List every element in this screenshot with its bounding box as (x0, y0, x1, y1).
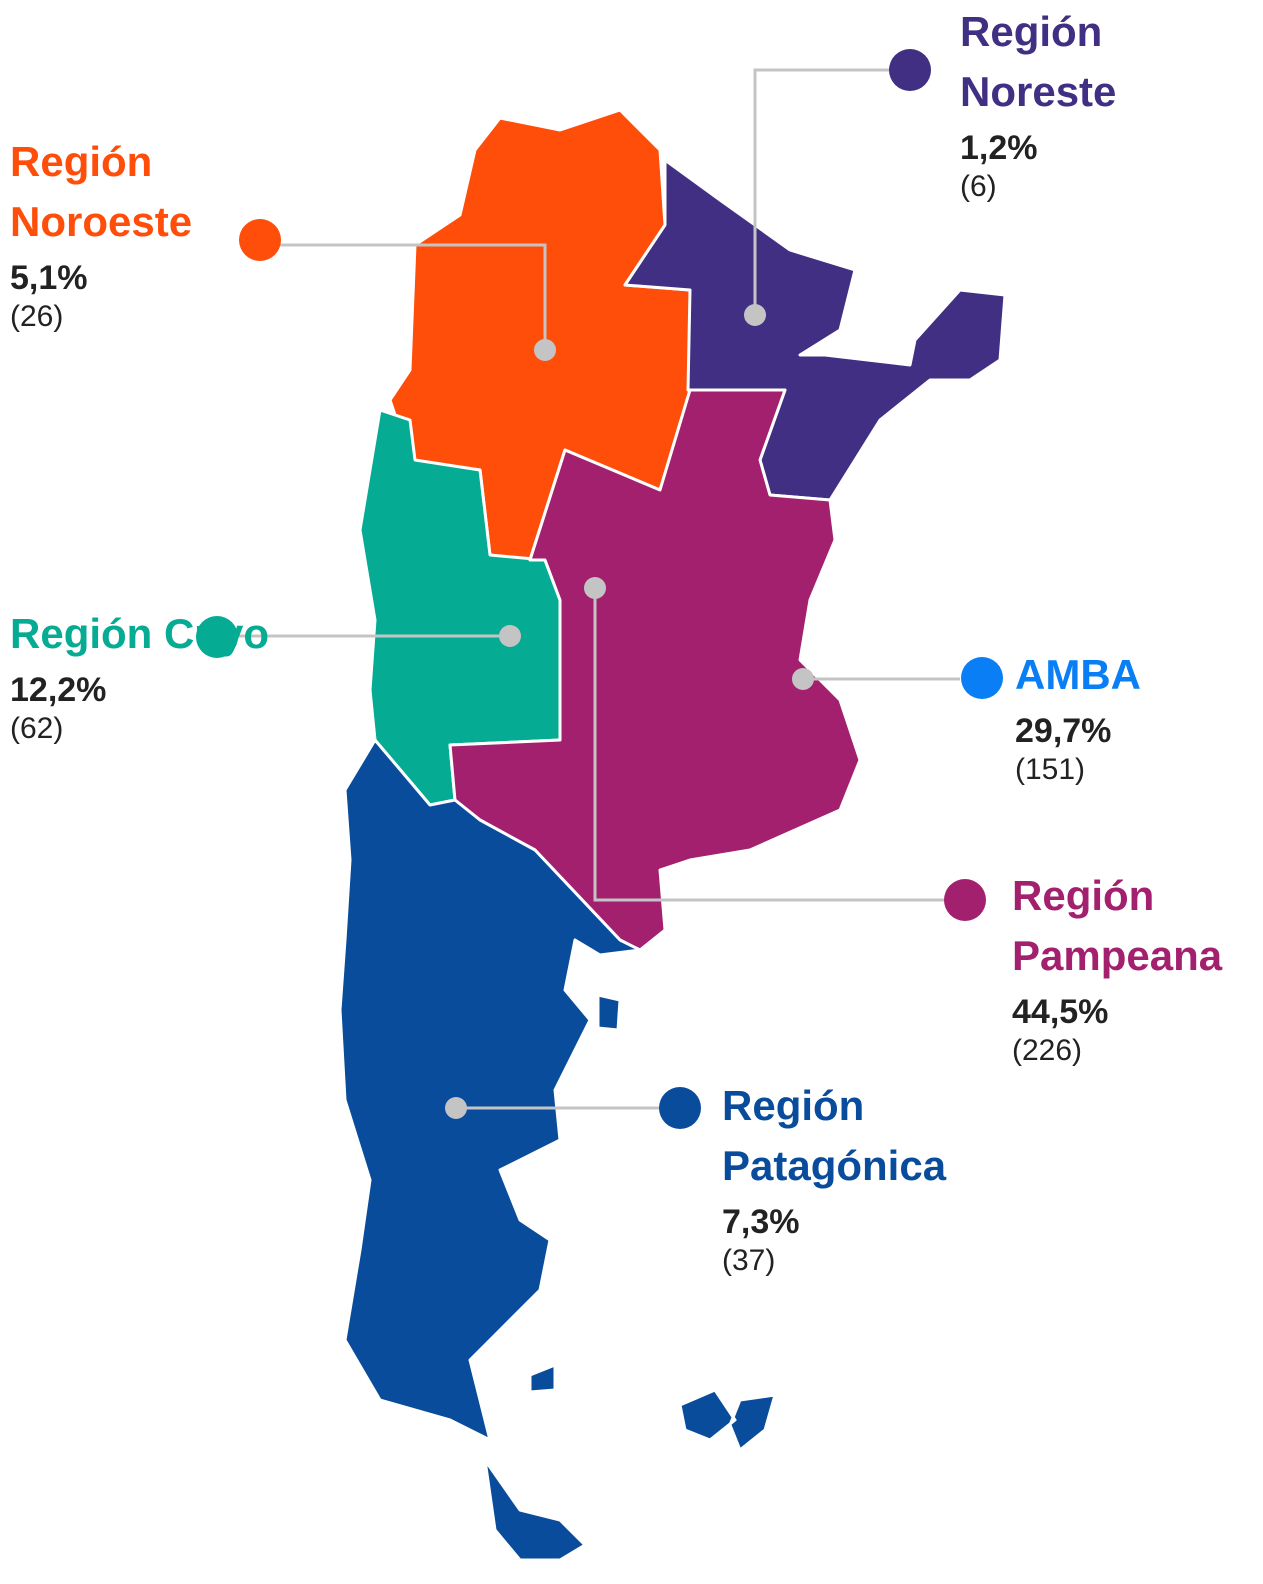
region-percent: 12,2% (10, 671, 107, 709)
region-name: Región Pampeana (1012, 872, 1223, 979)
anchor-dot (744, 304, 766, 326)
region-count: (6) (960, 170, 997, 203)
legend-dot (961, 657, 1003, 699)
region-count: (26) (10, 300, 64, 333)
region-percent: 1,2% (960, 129, 1038, 167)
region-name: Región Cuyo (10, 610, 269, 657)
malvinas (678, 1388, 777, 1452)
region-count: (151) (1015, 753, 1086, 786)
region-name: Región Patagónica (722, 1082, 947, 1189)
region-count: (37) (722, 1244, 776, 1277)
anchor-dot (792, 668, 814, 690)
region-label: AMBA 29,7% (151) (1015, 645, 1263, 787)
legend-dot (889, 49, 931, 91)
region-label: Región Pampeana 44,5% (226) (1012, 866, 1263, 1068)
island (596, 993, 622, 1032)
leader-line (593, 588, 945, 902)
region-count: (62) (10, 712, 64, 745)
legend-dot (659, 1087, 701, 1129)
region-label: Región Cuyo 12,2% (62) (10, 604, 280, 746)
region-percent: 44,5% (1012, 993, 1109, 1031)
region-percent: 7,3% (722, 1203, 800, 1241)
region-count: (226) (1012, 1034, 1083, 1067)
anchor-dot (534, 339, 556, 361)
leader-line (280, 243, 547, 350)
region-patagonica (338, 738, 642, 1442)
region-percent: 5,1% (10, 259, 88, 297)
legend-dot (944, 879, 986, 921)
region-percent: 29,7% (1015, 712, 1112, 750)
region-pampeana (448, 388, 862, 952)
region-label: Región Noreste 1,2% (6) (960, 2, 1230, 204)
tierra-del-fuego (483, 1458, 587, 1562)
region-name: Región Noreste (960, 8, 1117, 115)
region-label: Región Patagónica 7,3% (37) (722, 1076, 992, 1278)
region-name: Región Noroeste (10, 138, 193, 245)
anchor-dot (445, 1097, 467, 1119)
anchor-dot (499, 625, 521, 647)
region-name: AMBA (1015, 651, 1141, 698)
region-label: Región Noroeste 5,1% (26) (10, 132, 280, 334)
region-noreste (623, 158, 1007, 502)
legend-dot (196, 616, 238, 658)
anchor-dot (584, 577, 606, 599)
island (528, 1363, 557, 1394)
legend-dot (239, 219, 281, 261)
leader-line (753, 68, 890, 315)
